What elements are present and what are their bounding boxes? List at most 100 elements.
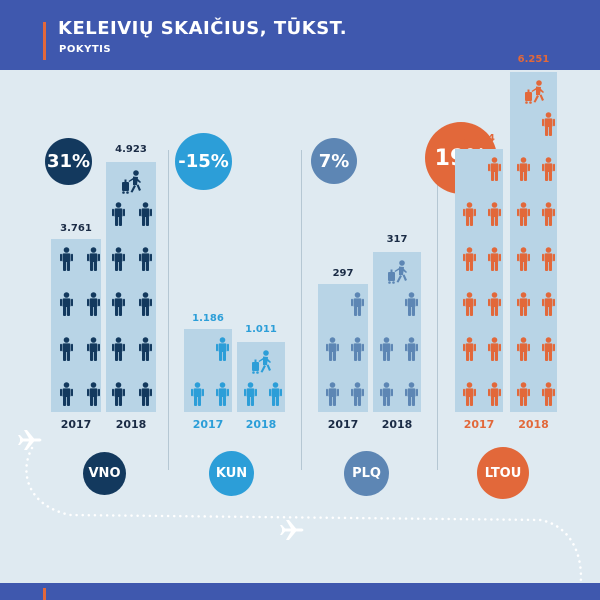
person-icon xyxy=(542,202,555,226)
person-icon xyxy=(216,337,229,361)
person-icon xyxy=(139,337,152,361)
change-circle-plq: 7% xyxy=(311,138,357,184)
person-icon xyxy=(87,382,100,406)
person-icon xyxy=(60,382,73,406)
person-icon xyxy=(517,247,530,271)
group-divider xyxy=(437,150,438,470)
person-icon xyxy=(87,337,100,361)
airport-badge-ltou: LTOU xyxy=(477,447,529,499)
person-icon xyxy=(326,382,339,406)
footer-band xyxy=(0,583,600,600)
person-icon xyxy=(542,157,555,181)
dotted-flight-path xyxy=(25,446,583,592)
value-label-plq-2017: 297 xyxy=(332,268,354,279)
group-divider xyxy=(168,150,169,470)
value-label-plq-2018: 317 xyxy=(386,234,408,245)
person-icon xyxy=(139,292,152,316)
person-icon xyxy=(488,247,501,271)
person-icon xyxy=(112,292,125,316)
bar-vno-2018 xyxy=(106,162,156,412)
person-icon xyxy=(405,382,418,406)
group-divider xyxy=(301,150,302,470)
person-icon xyxy=(488,157,501,181)
year-label-plq-2017: 2017 xyxy=(327,418,359,431)
person-icon xyxy=(351,337,364,361)
person-icon xyxy=(60,292,73,316)
person-icon xyxy=(60,247,73,271)
person-icon xyxy=(488,202,501,226)
person-icon xyxy=(112,337,125,361)
person-icon xyxy=(380,382,393,406)
person-icon xyxy=(488,292,501,316)
change-circle-kun: -15% xyxy=(175,133,232,190)
header-accent-bar xyxy=(43,22,46,60)
person-icon xyxy=(542,382,555,406)
value-label-ltou-2018: 6.251 xyxy=(517,54,550,65)
traveler-with-suitcase-icon xyxy=(119,170,143,196)
person-icon xyxy=(405,292,418,316)
value-label-ltou-2017: 5.244 xyxy=(463,133,495,144)
change-circle-vno: 31% xyxy=(45,138,92,185)
year-label-ltou-2018: 2018 xyxy=(518,418,549,431)
year-label-ltou-2017: 2017 xyxy=(463,418,495,431)
person-icon xyxy=(517,382,530,406)
airplane-icon xyxy=(18,430,42,450)
footer-accent-bar xyxy=(43,588,46,600)
person-icon xyxy=(60,337,73,361)
person-icon xyxy=(517,157,530,181)
year-label-kun-2018: 2018 xyxy=(245,418,277,431)
chart-title: KELEIVIŲ SKAIČIUS, TŪKST. xyxy=(58,18,348,39)
airport-badge-vno: VNO xyxy=(83,452,126,495)
person-icon xyxy=(463,382,476,406)
person-icon xyxy=(542,337,555,361)
person-icon xyxy=(380,337,393,361)
person-icon xyxy=(517,292,530,316)
person-icon xyxy=(351,292,364,316)
person-icon xyxy=(463,202,476,226)
person-icon xyxy=(463,337,476,361)
traveler-with-suitcase-icon xyxy=(385,260,409,286)
person-icon xyxy=(488,337,501,361)
value-label-kun-2017: 1.186 xyxy=(192,313,224,324)
value-label-kun-2018: 1.011 xyxy=(245,324,277,335)
person-icon xyxy=(139,202,152,226)
person-icon xyxy=(517,202,530,226)
value-label-vno-2017: 3.761 xyxy=(60,223,92,234)
person-icon xyxy=(139,247,152,271)
person-icon xyxy=(112,382,125,406)
person-icon xyxy=(326,337,339,361)
year-label-vno-2018: 2018 xyxy=(115,418,147,431)
chart-subtitle: POKYTIS xyxy=(59,44,112,55)
year-label-vno-2017: 2017 xyxy=(60,418,92,431)
person-icon xyxy=(488,382,501,406)
bar-ltou-2017 xyxy=(455,149,503,412)
person-icon xyxy=(269,382,282,406)
value-label-vno-2018: 4.923 xyxy=(115,144,147,155)
year-label-plq-2018: 2018 xyxy=(381,418,413,431)
person-icon xyxy=(87,292,100,316)
airport-badge-plq: PLQ xyxy=(344,451,389,496)
person-icon xyxy=(517,337,530,361)
person-icon xyxy=(87,247,100,271)
person-icon xyxy=(351,382,364,406)
person-icon xyxy=(216,382,229,406)
traveler-with-suitcase-icon xyxy=(522,80,546,106)
airplane-icon xyxy=(280,520,304,540)
person-icon xyxy=(463,292,476,316)
person-icon xyxy=(112,247,125,271)
header-band xyxy=(0,0,600,70)
person-icon xyxy=(139,382,152,406)
airport-badge-kun: KUN xyxy=(209,451,254,496)
person-icon xyxy=(244,382,257,406)
person-icon xyxy=(405,337,418,361)
year-label-kun-2017: 2017 xyxy=(192,418,224,431)
person-icon xyxy=(112,202,125,226)
person-icon xyxy=(191,382,204,406)
person-icon xyxy=(463,247,476,271)
person-icon xyxy=(542,292,555,316)
traveler-with-suitcase-icon xyxy=(249,350,273,376)
person-icon xyxy=(542,247,555,271)
person-icon xyxy=(542,112,555,136)
